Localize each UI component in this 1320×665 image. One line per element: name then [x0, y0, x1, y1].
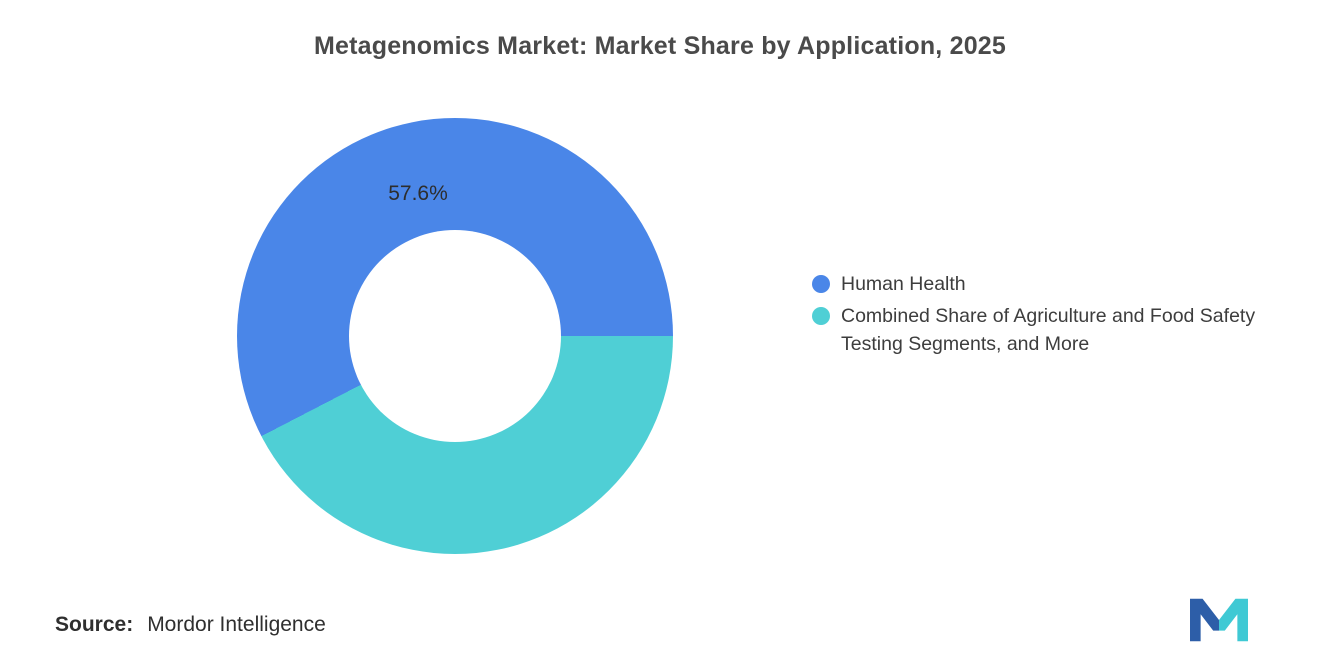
source-value: Mordor Intelligence	[147, 613, 326, 636]
logo-left-shape	[1190, 598, 1219, 642]
legend-label-human-health: Human Health	[841, 273, 966, 295]
source-line: Source: Mordor Intelligence	[55, 613, 326, 637]
legend-marker-human-health	[812, 275, 830, 293]
legend-label-combined-share: Combined Share of Agriculture and Food S…	[841, 305, 1256, 355]
legend-item-combined-share[interactable]: Combined Share of Agriculture and Food S…	[812, 302, 1277, 358]
chart-title: Metagenomics Market: Market Share by App…	[313, 32, 1007, 60]
donut-chart[interactable]: 57.6%	[237, 118, 673, 554]
legend-marker-combined-share	[812, 307, 830, 325]
legend-item-human-health[interactable]: Human Health	[812, 270, 1277, 298]
legend: Human Health Combined Share of Agricultu…	[812, 270, 1277, 362]
donut-hole	[349, 230, 561, 442]
slice-label-human-health: 57.6%	[388, 182, 448, 205]
mordor-intelligence-logo	[1190, 598, 1248, 642]
source-label: Source:	[55, 613, 134, 636]
logo-right-shape	[1219, 598, 1248, 642]
